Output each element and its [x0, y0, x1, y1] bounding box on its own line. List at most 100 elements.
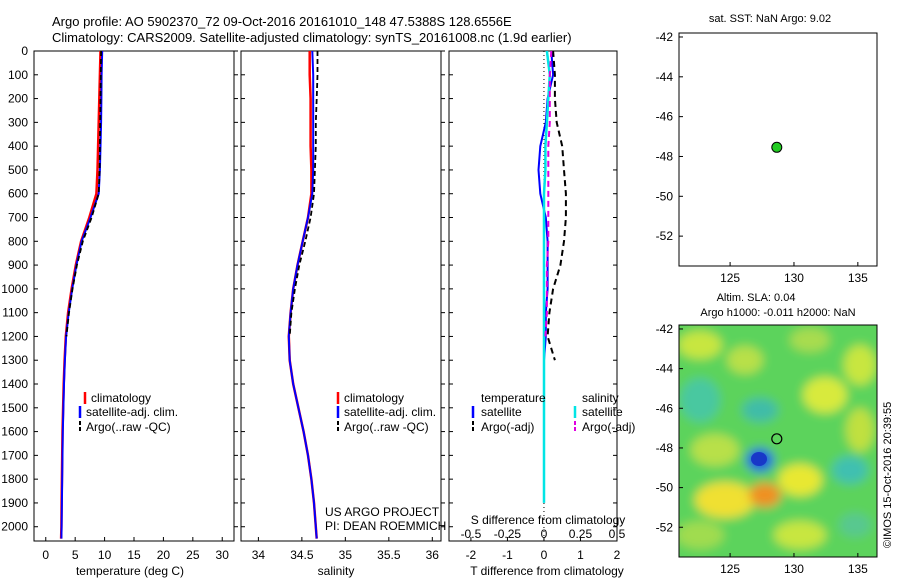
series-line: [542, 51, 552, 503]
map-y-tick-label: -46: [656, 110, 674, 124]
series-line: [60, 51, 104, 539]
sla-blob: [695, 482, 755, 518]
salinity-panel-frame: [240, 50, 442, 542]
x-tick-label: 36: [426, 548, 440, 562]
difference-legend: temperature salinity satellite Argo(-adj…: [471, 391, 635, 434]
depth-tick-label: 1500: [1, 401, 28, 415]
salinity-xlabel: salinity: [318, 564, 355, 578]
depth-tick-label: 500: [8, 163, 28, 177]
depth-tick-label: 1000: [1, 282, 28, 296]
depth-tick-label: 900: [8, 258, 28, 272]
x-tick-label: 25: [186, 548, 200, 562]
legend-argo-label: Argo(..raw -QC): [344, 420, 429, 434]
top-tick-label: -0.5: [461, 527, 482, 541]
top-tick-label: 0.25: [569, 527, 593, 541]
sla-blob: [844, 345, 876, 385]
project-label: US ARGO PROJECT: [325, 505, 440, 519]
sla-blob: [803, 377, 847, 413]
sla-blob: [749, 483, 781, 507]
sla-low-core: [751, 452, 767, 466]
x-tick-label: -1: [502, 548, 513, 562]
sla-map-axes: 125 130 135 -42 -44 -46 -48 -50 -52: [656, 322, 869, 576]
depth-tick-label: 1900: [1, 496, 28, 510]
sla-blob: [790, 328, 830, 352]
depth-tick-label: 600: [8, 187, 28, 201]
sla-blob: [778, 464, 822, 496]
legend-climatology-label: climatology: [91, 391, 151, 405]
series-line: [537, 51, 555, 361]
sst-map-title: sat. SST: NaN Argo: 9.02: [709, 13, 831, 25]
depth-tick-label: 1300: [1, 353, 28, 367]
sla-blob: [846, 408, 874, 452]
sla-map-frame: [678, 324, 878, 558]
x-tick-label: 35.5: [377, 548, 401, 562]
sla-map-title-2: Argo h1000: -0.011 h2000: NaN: [700, 307, 855, 319]
argo-float-marker: [771, 433, 783, 445]
map-x-tick-label: 125: [720, 271, 740, 285]
x-tick-label: 15: [127, 548, 141, 562]
map-x-tick-label: 125: [720, 562, 740, 576]
map-y-tick-label: -42: [656, 322, 674, 336]
difference-x-axis: -2 -1 0 1 2: [466, 537, 621, 562]
map-y-tick-label: -48: [656, 441, 674, 455]
temperature-x-axis: 0 5 10 15 20 25 30: [42, 537, 229, 562]
legend-salinity-header: salinity: [582, 391, 619, 405]
sla-blob: [679, 521, 724, 549]
depth-tick-label: 1800: [1, 472, 28, 486]
map-x-tick-label: 130: [784, 271, 804, 285]
header-line-2: Climatology: CARS2009. Satellite-adjuste…: [52, 30, 572, 45]
difference-xlabel: T difference from climatology: [470, 564, 624, 578]
legend-sal-satellite-label: satellite: [582, 405, 623, 419]
x-tick-label: 20: [157, 548, 171, 562]
series-line: [544, 51, 553, 337]
x-tick-label: 10: [98, 548, 112, 562]
sst-map-axes: 125 130 135 -42 -44 -46 -48 -50 -52: [656, 30, 869, 285]
map-y-tick-label: -52: [656, 520, 674, 534]
difference-top-label: S difference from climatology: [471, 513, 626, 527]
top-tick-label: 0: [541, 527, 548, 541]
legend-temp-satellite-label: satellite: [481, 405, 522, 419]
map-y-tick-label: -44: [656, 362, 674, 376]
map-x-tick-label: 135: [848, 562, 868, 576]
series-line: [287, 51, 318, 539]
map-x-tick-label: 135: [848, 271, 868, 285]
pi-label: PI: DEAN ROEMMICH: [325, 519, 446, 533]
map-y-tick-label: -50: [656, 481, 674, 495]
legend-temp-argo-label: Argo(-adj): [481, 420, 534, 434]
x-tick-label: 30: [216, 548, 230, 562]
map-y-tick-label: -44: [656, 70, 674, 84]
salinity-series: [287, 51, 319, 539]
legend-climatology-label: climatology: [344, 391, 404, 405]
x-tick-label: 2: [614, 548, 621, 562]
x-tick-label: 34: [252, 548, 266, 562]
map-y-tick-label: -52: [656, 229, 674, 243]
depth-tick-label: 800: [8, 234, 28, 248]
difference-series: [537, 51, 567, 541]
depth-tick-label: 0: [21, 44, 28, 58]
top-tick-label: -0.25: [494, 527, 522, 541]
temperature-panel-frame: [33, 50, 235, 542]
depth-tick-label: 1700: [1, 448, 28, 462]
difference-top-axis: -0.5 -0.25 0 0.25 0.5: [461, 527, 626, 541]
sla-field: [679, 325, 877, 557]
depth-axis: 0 100 200 300 400 500 600 700 800 900 1000 1100 1200…: [1, 44, 617, 534]
x-tick-label: 0: [42, 548, 49, 562]
map-x-tick-label: 130: [784, 562, 804, 576]
depth-tick-label: 2000: [1, 520, 28, 534]
legend-satellite-label: satellite-adj. clim.: [344, 405, 436, 419]
argo-float-marker: [771, 141, 783, 153]
sla-blob: [727, 346, 763, 374]
sla-blob: [680, 378, 720, 422]
x-tick-label: 35: [339, 548, 353, 562]
sla-blob: [839, 513, 871, 537]
temperature-xlabel: temperature (deg C): [76, 564, 184, 578]
depth-tick-label: 400: [8, 139, 28, 153]
imos-timestamp: ©IMOS 15-Oct-2016 20:39:55: [882, 402, 894, 548]
x-tick-label: -2: [466, 548, 477, 562]
salinity-legend: climatology satellite-adj. clim. Argo(..…: [336, 391, 436, 434]
top-tick-label: 0.5: [609, 527, 626, 541]
depth-tick-label: 100: [8, 68, 28, 82]
sla-blob: [691, 434, 739, 466]
depth-tick-label: 200: [8, 92, 28, 106]
